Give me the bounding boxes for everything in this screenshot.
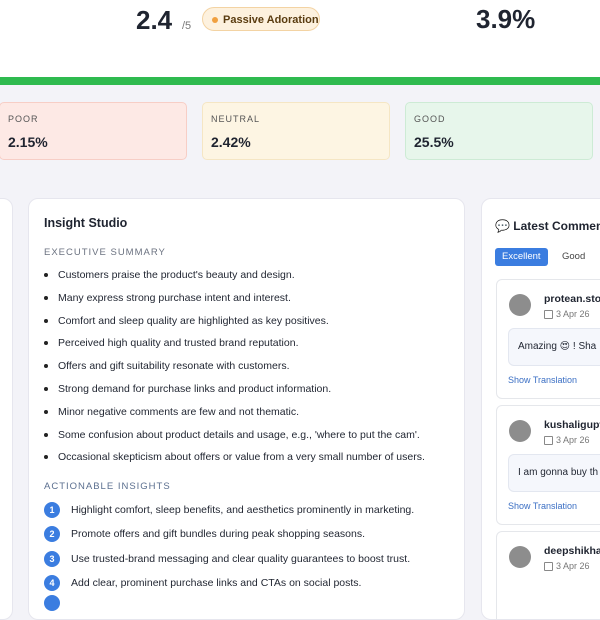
summary-item: Comfort and sleep quality are highlighte… [58, 314, 329, 327]
bucket-value: 2.15% [8, 134, 48, 150]
bucket-card: POOR 2.15% [0, 102, 187, 160]
bucket-value: 2.42% [211, 134, 251, 150]
bullet [44, 341, 48, 346]
number-badge: 4 [44, 574, 60, 591]
header: 2.4 /5 Passive Adoration 3.9% [0, 0, 600, 78]
username: kushaligupt [544, 419, 600, 431]
progress-bar [0, 77, 600, 85]
number-badge [44, 595, 60, 611]
comments-panel: 💬 Latest Comment Excellent Good protean.s… [481, 198, 600, 620]
bullet [44, 432, 48, 437]
sentiment-badge: Passive Adoration [202, 7, 320, 31]
bullet [44, 273, 48, 277]
section-heading: ACTIONABLE INSIGHTS [44, 481, 171, 492]
number-badge: 2 [44, 526, 60, 543]
comment-card: kushaligupt 3 Apr 26 I am gonna buy th Show… [496, 405, 600, 525]
calendar-icon [544, 310, 553, 319]
avatar [509, 420, 531, 442]
comment-card: protean.sto 3 Apr 26 Amazing 😍 ! Sha Show T… [496, 279, 600, 399]
number-badge: 3 [44, 550, 60, 567]
date: 3 Apr 26 [556, 561, 590, 571]
section-heading: EXECUTIVE SUMMARY [44, 247, 166, 258]
bullet [44, 364, 48, 369]
summary-item: Occasional skepticism about offers or va… [58, 451, 425, 464]
summary-item: Some confusion about product details and… [58, 428, 420, 441]
username: deepshikha [544, 545, 600, 557]
insight-panel: Insight Studio EXECUTIVE SUMMARY Custome… [28, 198, 465, 620]
tab[interactable]: Excellent [495, 248, 548, 266]
comment-card: deepshikha 3 Apr 26 [496, 531, 600, 619]
rate: 3.9% [476, 4, 536, 34]
bucket-value: 25.5% [414, 134, 454, 150]
panel-title: 💬 Latest Comment [495, 219, 600, 233]
comment-bubble: Amazing 😍 ! Sha [508, 328, 600, 366]
bucket-label: GOOD [414, 114, 446, 124]
score: 2.4 [136, 5, 173, 35]
number-badge: 1 [44, 502, 60, 518]
panel-title: Insight Studio [44, 216, 128, 230]
bucket-card: GOOD 25.5% [405, 102, 593, 160]
bucket-card: NEUTRAL 2.42% [202, 102, 390, 160]
summary-item: Offers and gift suitability resonate wit… [58, 360, 290, 373]
bullet [44, 295, 48, 300]
bullet [44, 387, 48, 391]
action-item: Highlight comfort, sleep benefits, and a… [71, 504, 415, 516]
bullet [44, 455, 48, 460]
show-translation[interactable]: Show Translation [508, 501, 578, 511]
calendar-icon [544, 562, 553, 571]
bucket-label: NEUTRAL [211, 114, 261, 124]
calendar-icon [544, 436, 553, 445]
action-item: Add clear, prominent purchase links and … [71, 576, 362, 589]
summary-item: Strong demand for purchase links and pro… [58, 383, 332, 395]
summary-item: Customers praise the product's beauty an… [58, 269, 295, 281]
summary-item: Many express strong purchase intent and … [58, 291, 291, 304]
comment-text: Amazing 😍 ! Sha [518, 341, 597, 352]
comment-bubble: I am gonna buy th [508, 454, 600, 492]
bullet [44, 409, 48, 414]
date: 3 Apr 26 [556, 309, 590, 319]
score-max: /5 [182, 20, 192, 32]
action-item: Use trusted-brand messaging and clear qu… [71, 552, 411, 565]
tab[interactable]: Good [562, 251, 586, 262]
summary-item: Perceived high quality and trusted brand… [58, 337, 299, 350]
username: protean.sto [544, 293, 600, 305]
bullet [44, 318, 48, 323]
comment-text: I am gonna buy th [518, 467, 599, 478]
avatar [509, 546, 531, 568]
show-translation[interactable]: Show Translation [508, 375, 578, 385]
action-item: Promote offers and gift bundles during p… [71, 528, 365, 541]
bucket-label: POOR [8, 114, 39, 124]
side-panel [0, 198, 13, 620]
avatar [509, 294, 531, 316]
date: 3 Apr 26 [556, 435, 590, 445]
summary-item: Minor negative comments are few and not … [58, 405, 300, 418]
